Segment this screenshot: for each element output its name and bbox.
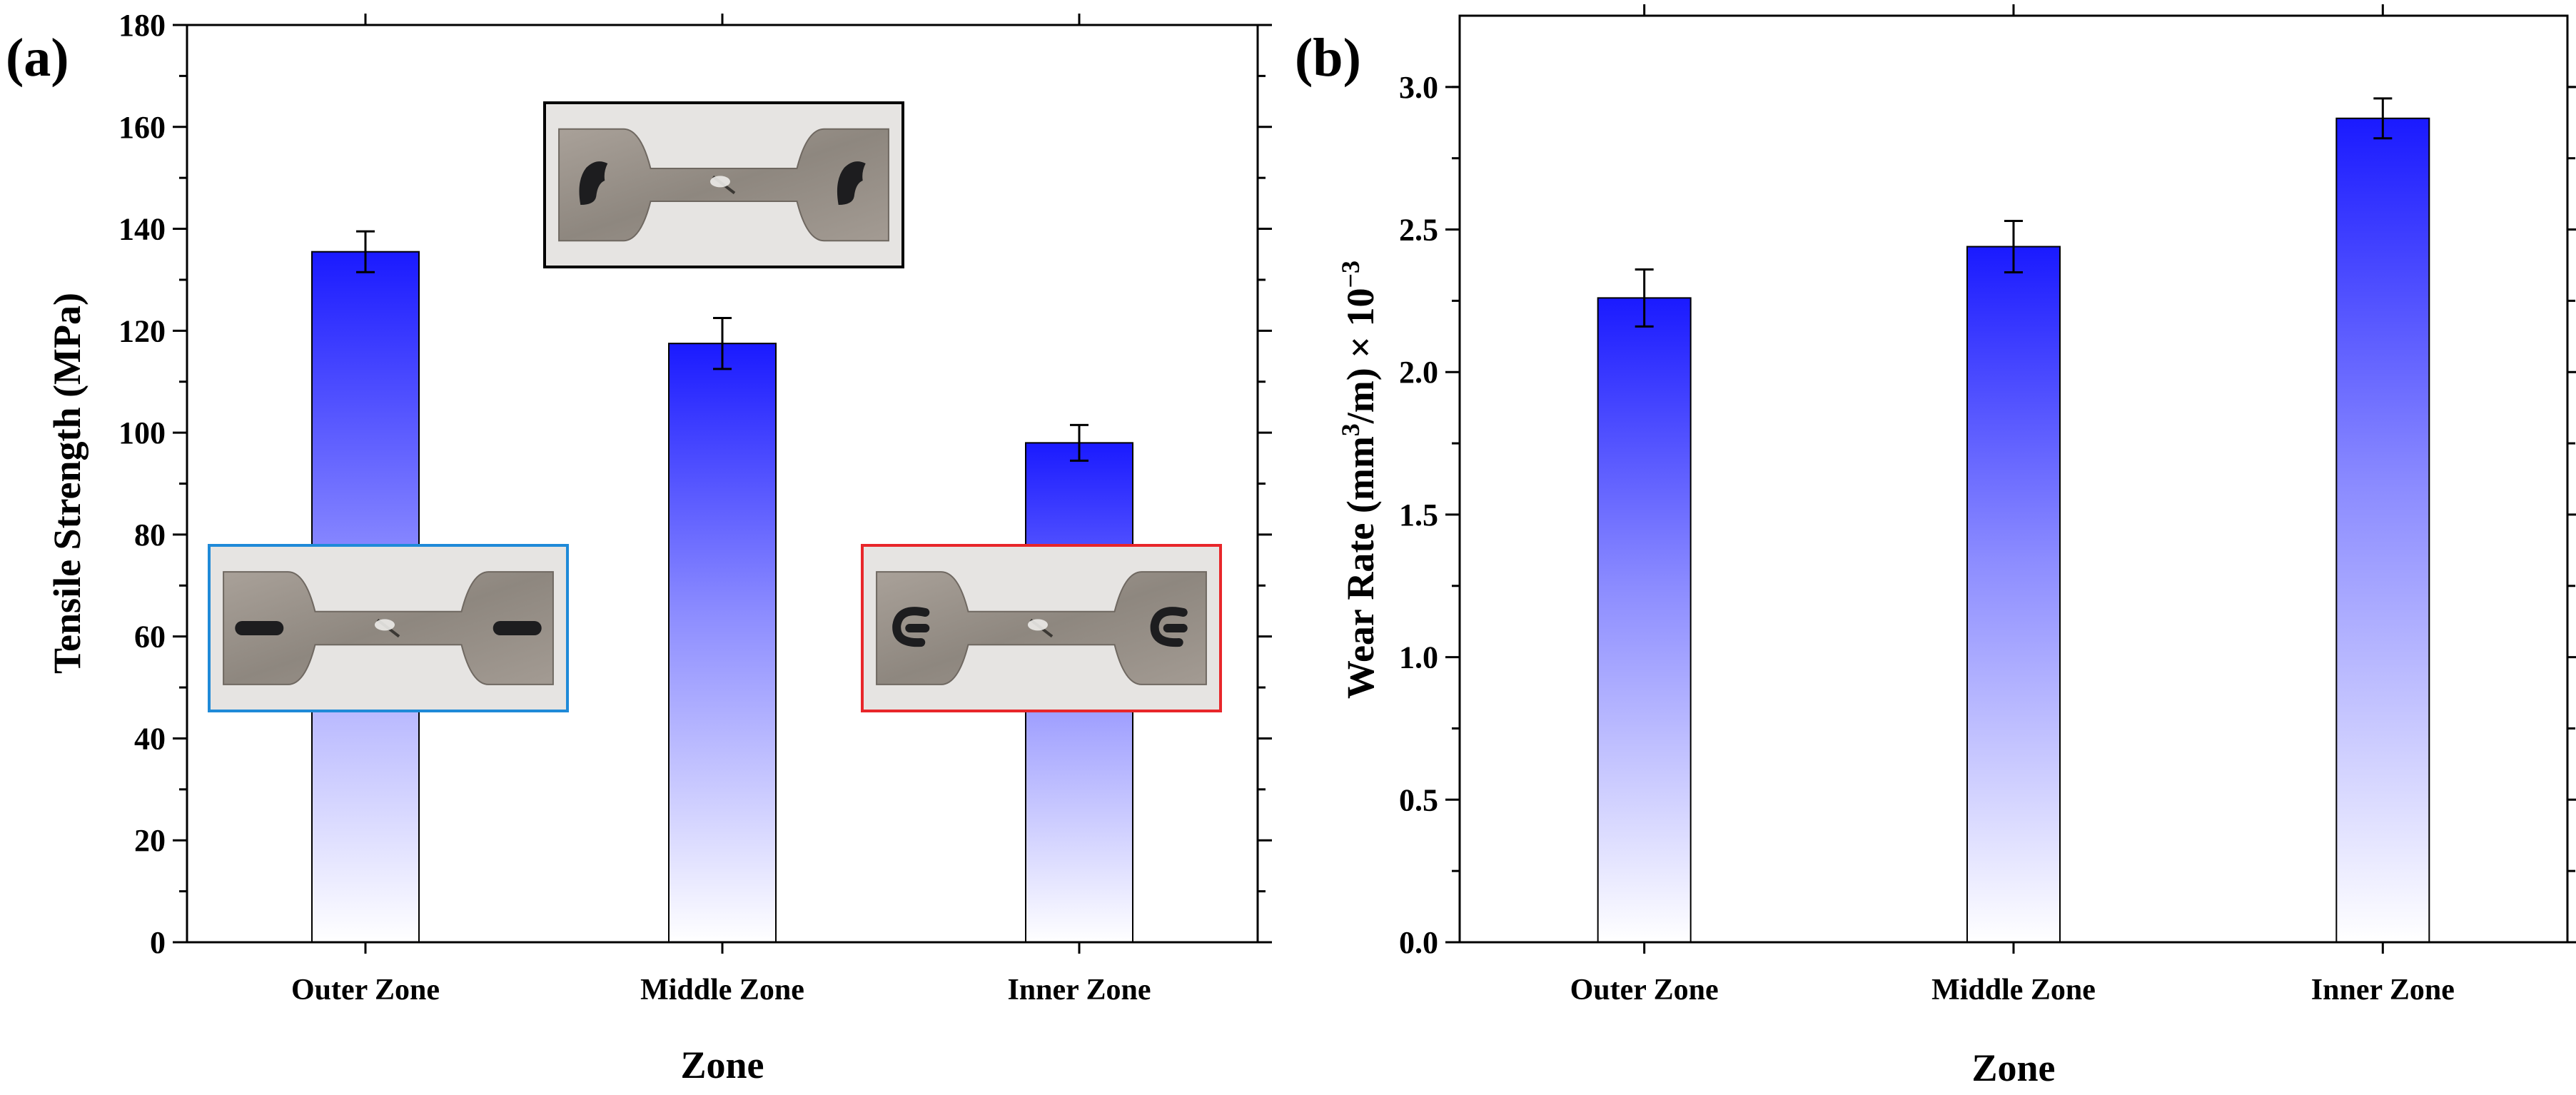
error-bar-outer-zone [1635,268,1654,328]
inner-zone-specimen-photo [861,544,1222,712]
x-tick-label: Outer Zone [291,974,440,1006]
error-bar-inner-zone [2373,97,2393,140]
middle-zone-specimen-photo [543,101,904,268]
marker-ink [579,161,608,205]
panel-label-b: (b) [1295,28,1361,88]
y-tick-label: 2.0 [1399,355,1438,390]
bar-inner-zone [2335,117,2430,944]
error-bar-middle-zone [713,316,732,370]
marker-ink [892,607,930,647]
x-axis-label-b: Zone [1971,1046,2055,1089]
y-axis-label-b: Wear Rate (mm3/m) × 10−3 [1336,261,1382,699]
panel-label-a: (a) [6,28,69,88]
marker-ink [235,621,284,635]
bar-middle-zone [1966,246,2061,943]
x-tick-label: Inner Zone [2311,974,2455,1006]
y-tick-label: 1.5 [1399,498,1438,533]
x-tick-label: Outer Zone [1570,974,1719,1006]
y-tick-label: 40 [134,721,166,756]
marker-ink [1150,607,1188,647]
x-tick-label: Middle Zone [1931,974,2096,1006]
y-tick-label: 0.0 [1399,925,1438,960]
error-bar-inner-zone [1070,423,1089,462]
error-bar-outer-zone [356,230,375,273]
outer-zone-specimen-photo [208,544,569,712]
y-tick-label: 120 [118,313,166,348]
panel-b-wear-rate: (b) Outer Zone Middle Zone Inner Zone 0.0 0.… [1295,4,2576,1089]
y-tick-label: 2.5 [1399,213,1438,248]
x-axis-label-a: Zone [680,1044,764,1086]
marker-ink [837,161,866,205]
fracture-shine [709,176,730,188]
y-tick-label: 160 [118,110,166,145]
y-tick-label: 80 [134,518,166,552]
panel-a-tensile-strength: (a) Outer Zone Middle Zone Inner Zone 0 20 40… [6,8,1272,1086]
y-tick-label: 0 [150,925,166,960]
y-tick-label: 140 [118,212,166,247]
y-tick-label: 100 [118,415,166,450]
fracture-shine [1027,619,1048,631]
fracture-shine [374,619,395,631]
error-bar-middle-zone [2004,220,2023,273]
marker-ink [493,621,542,635]
x-tick-label: Middle Zone [640,974,804,1006]
y-tick-label: 3.0 [1399,70,1438,105]
y-tick-label: 60 [134,620,166,655]
bar-outer-zone [1597,297,1692,944]
x-tick-label: Inner Zone [1007,974,1151,1006]
y-tick-label: 1.0 [1399,640,1438,675]
bar-middle-zone [668,343,777,943]
y-tick-label: 20 [134,823,166,858]
y-tick-label: 0.5 [1399,782,1438,817]
y-axis-label-a: Tensile Strength (MPa) [46,293,89,674]
y-tick-label: 180 [118,8,166,43]
